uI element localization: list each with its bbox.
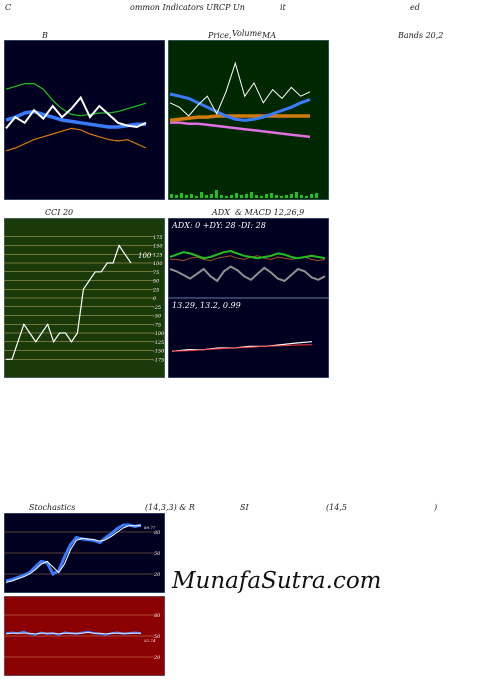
cci-tick-label: 125 bbox=[153, 252, 163, 258]
watermark: MunafaSutra.com bbox=[172, 568, 382, 594]
volume-bar bbox=[265, 194, 268, 198]
volume-bar bbox=[190, 194, 193, 198]
volume-bar bbox=[290, 194, 293, 198]
page-title: ommon Indicators URCP Un bbox=[130, 3, 245, 12]
cci-tick-label: -150 bbox=[153, 349, 165, 355]
stoch-title: Stochastics bbox=[29, 503, 76, 512]
rsi-tick-label: 80 bbox=[154, 613, 161, 619]
header-right: ed bbox=[410, 3, 420, 12]
stoch-tick-label: 80 bbox=[154, 530, 161, 536]
price-white-line bbox=[169, 61, 311, 117]
volume-bar bbox=[315, 193, 318, 198]
macd-chart: 13.29, 13.2, 0.99 bbox=[168, 298, 329, 378]
cci-tick-label: 150 bbox=[153, 244, 163, 250]
cci-tick-label: -175 bbox=[153, 357, 164, 363]
volume-bar bbox=[235, 193, 238, 198]
cci-tick-label: 100 bbox=[153, 261, 163, 267]
ma-pink-line bbox=[170, 121, 311, 139]
volume-bar bbox=[250, 192, 253, 198]
rsi-signal-line bbox=[5, 632, 141, 635]
cci-tick-label: -50 bbox=[153, 314, 162, 320]
adx-plus-di-line bbox=[169, 249, 326, 260]
volume-bar bbox=[215, 190, 218, 198]
volume-bar bbox=[305, 196, 308, 198]
price-ma-chart bbox=[168, 40, 329, 200]
ma-orange-line bbox=[169, 114, 310, 123]
cci-line bbox=[6, 244, 132, 360]
bollinger-middle-band bbox=[5, 109, 146, 129]
bands-title: Bands 20,2 bbox=[398, 31, 444, 40]
adx-macd-title: ADX & MACD 12,26,9 bbox=[212, 208, 305, 217]
header-mid: it bbox=[280, 3, 286, 12]
volume-bar bbox=[185, 195, 188, 198]
volume-bar bbox=[270, 193, 273, 198]
volume-bar bbox=[220, 195, 223, 198]
volume-bar bbox=[310, 194, 313, 198]
bollinger-upper-band bbox=[5, 82, 147, 117]
rsi-last-value: 52.74 bbox=[144, 638, 156, 643]
bollinger-bg bbox=[4, 40, 165, 200]
stoch-d-line bbox=[5, 525, 141, 583]
stoch-k-line bbox=[5, 523, 142, 583]
rsi-tick-label: 20 bbox=[153, 655, 161, 661]
price-ma-title: Price, bbox=[208, 31, 235, 40]
cci-tick-label: -25 bbox=[153, 305, 161, 311]
bollinger-lower-band bbox=[5, 127, 147, 152]
volume-bar bbox=[210, 194, 213, 198]
volume-bar bbox=[200, 192, 203, 198]
bollinger-price-line bbox=[5, 95, 147, 130]
ma-title: MA bbox=[262, 31, 276, 40]
rsi-params: (14,5 bbox=[326, 503, 347, 512]
macd-bg bbox=[168, 298, 329, 378]
macd-signal-line bbox=[171, 344, 313, 352]
cci-title: CCI 20 bbox=[45, 208, 74, 217]
cci-last-value: 100 bbox=[138, 252, 152, 260]
volume-bar bbox=[260, 196, 263, 198]
volume-bar bbox=[225, 196, 228, 198]
stoch-tick-label: 20 bbox=[153, 572, 161, 578]
cci-tick-label: -100 bbox=[153, 331, 165, 337]
header-c: C bbox=[5, 3, 12, 12]
stoch-tick-label: 50 bbox=[154, 551, 161, 557]
rsi-close: ) bbox=[434, 503, 438, 512]
volume-bar bbox=[245, 194, 248, 198]
volume-bar bbox=[205, 195, 208, 198]
bollinger-chart bbox=[4, 40, 165, 200]
cci-tick-label: 75 bbox=[153, 270, 159, 276]
volume-bar bbox=[255, 195, 258, 198]
volume-bar bbox=[175, 195, 178, 198]
volume-title: Volume bbox=[232, 29, 262, 38]
rsi-tick-label: 50 bbox=[154, 634, 161, 640]
rsi-chart: 80 50 20 52.74 bbox=[4, 596, 165, 676]
volume-bar bbox=[195, 196, 198, 198]
volume-bar bbox=[295, 192, 298, 198]
macd-readout: 13.29, 13.2, 0.99 bbox=[172, 301, 241, 310]
cci-chart: 1751501251007550250-25-50-75-100-125-150… bbox=[4, 218, 165, 378]
ma-blue-line bbox=[169, 92, 311, 122]
volume-bar bbox=[230, 195, 233, 198]
cci-tick-label: 0 bbox=[153, 296, 157, 302]
adx-minus-di-line bbox=[169, 265, 326, 283]
adx-readout: ADX: 0 +DY: 28 -DI: 28 bbox=[171, 221, 266, 230]
stoch-chart: 80 50 20 89.77 bbox=[4, 513, 165, 593]
cci-tick-label: 50 bbox=[153, 279, 160, 285]
bollinger-title: B bbox=[42, 31, 48, 40]
cci-tick-label: -125 bbox=[153, 340, 164, 346]
cci-tick-label: 25 bbox=[152, 287, 159, 293]
rsi-title: SI bbox=[240, 503, 249, 512]
stoch-last-value: 89.77 bbox=[144, 525, 156, 530]
volume-bar bbox=[275, 195, 278, 198]
volume-bar bbox=[285, 195, 288, 198]
adx-chart: ADX: 0 +DY: 28 -DI: 28 bbox=[168, 218, 329, 298]
volume-bar bbox=[180, 193, 183, 198]
volume-bar bbox=[170, 194, 173, 198]
volume-bar bbox=[300, 195, 303, 198]
cci-tick-label: -75 bbox=[153, 322, 161, 328]
volume-bar bbox=[240, 195, 243, 198]
volume-bar bbox=[280, 196, 283, 198]
stoch-params: (14,3,3) & R bbox=[145, 503, 195, 512]
cci-tick-label: 175 bbox=[153, 235, 163, 241]
